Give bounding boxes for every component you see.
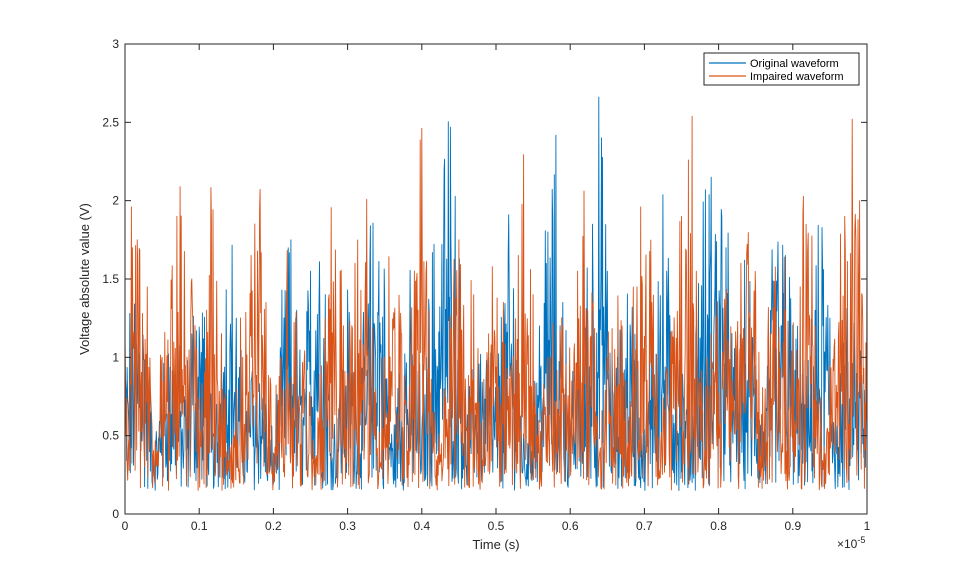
y-tick-label: 3 [112, 37, 119, 51]
x-tick-label: 0.9 [784, 519, 801, 533]
x-tick-label: 0 [122, 519, 129, 533]
x-tick-label: 0.3 [339, 519, 356, 533]
x-axis-ticks: 0 0.1 0.2 0.3 0.4 0.5 0.6 0.7 0.8 0.9 1 [122, 44, 871, 533]
y-axis-ticks: 0 0.5 1 1.5 2 2.5 3 [102, 37, 867, 521]
x-tick-label: 0.7 [636, 519, 653, 533]
y-tick-label: 0 [112, 507, 119, 521]
y-tick-label: 1.5 [102, 272, 119, 286]
y-axis-label: Voltage absolute value (V) [77, 203, 92, 355]
y-tick-label: 2 [112, 194, 119, 208]
y-tick-label: 0.5 [102, 429, 119, 443]
x-axis-exponent: ×10-5 [837, 535, 865, 551]
x-tick-label: 1 [864, 519, 871, 533]
y-tick-label: 2.5 [102, 115, 119, 129]
x-tick-label: 0.8 [710, 519, 727, 533]
series-layer [124, 96, 868, 491]
x-tick-label: 0.5 [488, 519, 505, 533]
legend-entry-impaired: Impaired waveform [750, 71, 844, 83]
x-tick-label: 0.1 [191, 519, 208, 533]
legend-box [703, 52, 860, 86]
legend: Original waveform Impaired waveform [703, 52, 860, 86]
x-axis-exponent-power: -5 [857, 535, 865, 545]
x-tick-label: 0.4 [413, 519, 430, 533]
series-line-impaired [124, 115, 868, 491]
legend-entry-original: Original waveform [750, 58, 839, 70]
x-axis-exponent-base: ×10 [837, 537, 858, 551]
x-tick-label: 0.2 [265, 519, 282, 533]
x-axis-label: Time (s) [472, 537, 519, 552]
x-tick-label: 0.6 [562, 519, 579, 533]
y-tick-label: 1 [112, 350, 119, 364]
